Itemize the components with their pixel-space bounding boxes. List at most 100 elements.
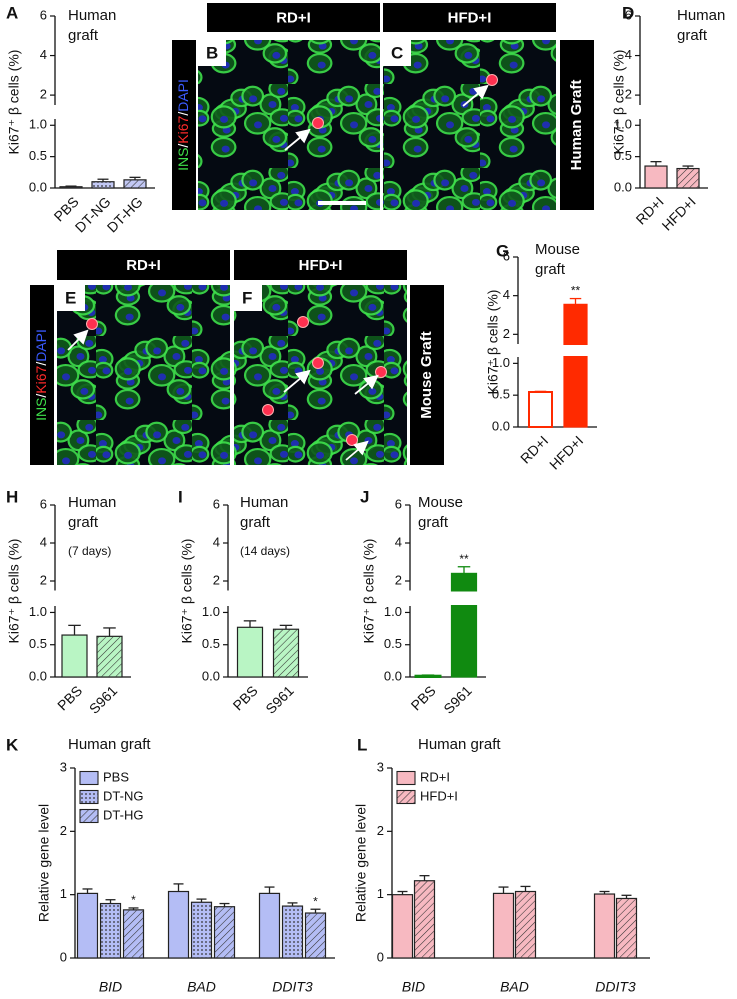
arrow	[284, 128, 311, 151]
x-tick-label: PBS	[230, 682, 261, 713]
y-tick-label: 0.0	[29, 179, 47, 194]
panel-letter: H	[6, 487, 18, 506]
ki67-nucleus	[375, 366, 387, 378]
x-tick-label: BID	[99, 979, 122, 995]
x-tick-label: BAD	[187, 979, 216, 995]
bar-pattern	[414, 880, 435, 958]
tissue-strip	[410, 285, 444, 465]
y-tick-label: 6	[40, 496, 47, 511]
bar	[391, 894, 414, 959]
y-tick-label: 4	[395, 534, 402, 549]
y-tick-label: 1.0	[29, 604, 47, 619]
bar-pattern	[123, 909, 144, 958]
panel-letter: C	[391, 43, 403, 62]
y-tick-label: 2	[60, 823, 67, 838]
y-axis-label: Relative gene level	[353, 804, 369, 922]
micrograph	[57, 285, 230, 465]
stain-part: INS	[33, 398, 49, 421]
legend-swatch-pattern	[80, 790, 98, 804]
x-tick-label: DDIT3	[595, 979, 636, 995]
y-tick-label: 1.0	[614, 117, 632, 132]
header-bar	[57, 250, 230, 280]
legend-swatch-pattern	[397, 790, 415, 804]
stain-part: Ki67	[33, 365, 49, 393]
annotation: Mouse	[418, 494, 463, 511]
bar	[236, 626, 264, 678]
y-tick-label: 4	[40, 47, 47, 62]
annotation: graft	[68, 514, 99, 531]
y-axis-label: Ki67⁺ β cells (%)	[611, 50, 627, 155]
panel-letter: F	[242, 288, 252, 307]
significance: **	[459, 552, 469, 566]
y-tick-label: 0.0	[202, 668, 220, 683]
x-tick-label: S961	[262, 682, 297, 717]
bar	[644, 165, 668, 189]
y-tick-label: 6	[395, 496, 402, 511]
bar	[593, 893, 616, 959]
bar-pattern	[305, 913, 326, 958]
x-tick-label: S961	[86, 682, 121, 717]
ki67-nucleus	[86, 318, 98, 330]
bar-pattern	[273, 629, 299, 677]
annotation: Mouse	[535, 241, 580, 258]
arrow	[462, 84, 489, 107]
arrow	[354, 374, 379, 395]
bar-pattern	[191, 902, 212, 958]
y-axis-label: Ki67⁺ β cells (%)	[6, 539, 22, 644]
y-tick-label: 2	[213, 572, 220, 587]
bar	[59, 186, 83, 189]
tissue-strip	[560, 40, 594, 210]
annotation-note: (14 days)	[240, 544, 290, 558]
bar	[167, 890, 190, 959]
chart-title: Human graft	[418, 736, 501, 753]
y-tick-label: 6	[625, 7, 632, 22]
y-tick-label: 2	[503, 326, 510, 341]
annotation: graft	[535, 261, 566, 278]
annotation: Human	[68, 494, 116, 511]
y-tick-label: 4	[625, 47, 632, 62]
bar-break-gap	[449, 591, 479, 605]
bar-pattern	[100, 903, 121, 958]
y-tick-label: 3	[377, 759, 384, 774]
x-tick-label: DDIT3	[272, 979, 313, 995]
arrow	[283, 369, 311, 393]
y-tick-label: 1	[377, 886, 384, 901]
y-tick-label: 0.5	[29, 636, 47, 651]
panel-letter-box	[57, 285, 85, 311]
tissue-label: Human Graft	[568, 80, 585, 171]
panel-letter: D	[622, 3, 634, 22]
stain-part: /	[33, 394, 49, 398]
y-tick-label: 1.0	[384, 604, 402, 619]
y-tick-label: 4	[503, 287, 510, 302]
y-tick-label: 0	[377, 949, 384, 964]
stain-strip	[30, 285, 54, 465]
panel-letter: A	[6, 3, 18, 22]
bar	[492, 892, 515, 959]
panel-letter: B	[206, 43, 218, 62]
panel-letter: K	[6, 735, 19, 754]
significance: *	[131, 893, 136, 907]
stain-label: INS/Ki67/DAPI	[175, 79, 191, 171]
micrograph	[198, 40, 380, 210]
bar-pattern	[677, 168, 699, 188]
chart-title: Human graft	[68, 736, 151, 753]
annotation: graft	[677, 27, 708, 44]
stain-strip	[172, 40, 196, 210]
legend-label: DT-NG	[103, 788, 143, 803]
header-label: HFD+I	[299, 257, 343, 274]
bar	[563, 303, 588, 428]
bar-pattern	[616, 898, 637, 958]
bar	[414, 674, 442, 679]
stain-part: /	[175, 144, 191, 148]
stain-part: Ki67	[175, 115, 191, 143]
legend-label: HFD+I	[420, 788, 458, 803]
panel-letter: I	[178, 487, 183, 506]
y-tick-label: 4	[213, 534, 220, 549]
y-axis-label: Ki67⁺ β cells (%)	[361, 539, 377, 644]
x-tick-label: BAD	[500, 979, 529, 995]
y-tick-label: 0.0	[29, 668, 47, 683]
y-tick-label: 0.0	[614, 179, 632, 194]
